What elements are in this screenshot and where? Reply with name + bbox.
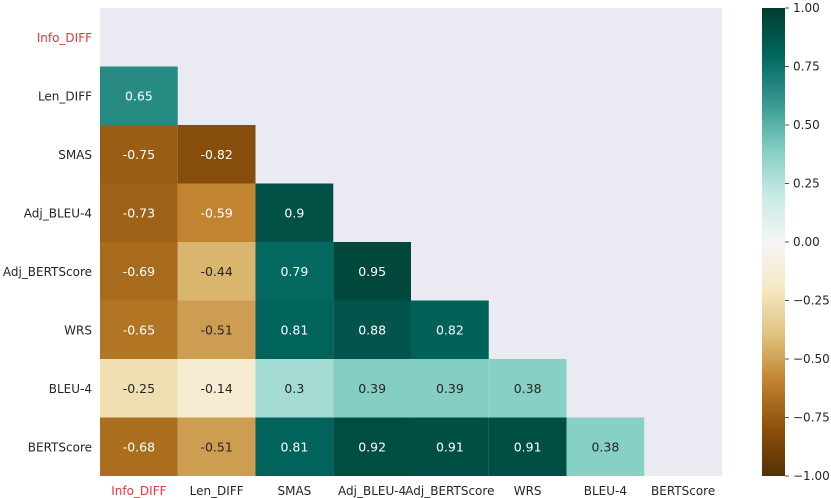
cell-value-label: -0.69 [123,264,155,279]
cell-value-label: 0.81 [280,322,308,337]
x-axis-tick-labels: Info_DIFF Len_DIFF SMAS Adj_BLEU-4 Adj_BERTS… [111,484,715,498]
cell-value-label: -0.44 [200,264,232,279]
heatmap-cell-bertscore-len-diff [177,417,256,476]
y-tick-label-bertscore: BERTScore [28,440,92,454]
y-tick-label-len-diff: Len_DIFF [38,89,92,103]
cell-value-label: -0.65 [123,322,155,337]
heatmap-cell-adj-bertscore-adj-bleu-4 [333,242,411,301]
heatmap-cell-bertscore-bleu-4 [566,417,645,476]
cell-value-label: 0.38 [514,381,542,396]
colorbar-tick-label: 0.25 [793,177,820,191]
colorbar-tick-label: 1.00 [793,1,820,15]
heatmap-cell-bleu-4-info-diff [100,359,178,418]
cell-value-label: 0.65 [125,88,153,103]
heatmap-cell-wrs-smas [255,300,334,359]
x-tick-label-len-diff: Len_DIFF [190,484,244,498]
cell-value-label: -0.14 [200,381,232,396]
colorbar-tick-label: −1.00 [793,469,830,483]
cell-value-label: 0.79 [280,264,308,279]
heatmap-cells [100,66,645,476]
heatmap-cell-bertscore-smas [255,417,334,476]
heatmap-cell-adj-bleu-4-info-diff [100,183,178,242]
cell-value-label: 0.95 [358,264,386,279]
x-tick-label-adj-bertscore: Adj_BERTScore [405,484,494,498]
y-tick-label-smas: SMAS [58,148,92,162]
heatmap-cell-bleu-4-len-diff [177,359,256,418]
cell-value-label: 0.81 [280,439,308,454]
heatmap-cell-len-diff-info-diff [100,66,178,125]
y-tick-label-bleu-4: BLEU-4 [49,382,92,396]
colorbar-ticks: 1.00 0.75 0.50 0.25 0.00 −0.25 −0.50 −0.75 −1.00 [785,1,830,483]
x-tick-label-wrs: WRS [514,484,542,498]
heatmap-cell-bertscore-info-diff [100,417,178,476]
y-tick-label-adj-bertscore: Adj_BERTScore [3,265,92,279]
cell-value-label: -0.75 [123,147,155,162]
cell-value-label: 0.92 [358,439,386,454]
x-tick-label-smas: SMAS [277,484,311,498]
cell-value-label: 0.9 [284,205,304,220]
heatmap-cell-smas-len-diff [177,125,256,184]
heatmap-cell-bertscore-wrs [488,417,567,476]
cell-value-label: 0.39 [358,381,386,396]
colorbar-tick-label: 0.75 [793,60,820,74]
colorbar-tick-label: −0.50 [793,352,830,366]
colorbar-tick-label: −0.25 [793,294,830,308]
cell-value-label: -0.82 [200,147,232,162]
heatmap-cell-smas-info-diff [100,125,178,184]
x-tick-label-bertscore: BERTScore [651,484,715,498]
heatmap-cell-wrs-len-diff [177,300,256,359]
heatmap-cell-bleu-4-wrs [488,359,567,418]
heatmap-cell-adj-bertscore-info-diff [100,242,178,301]
heatmap-cell-adj-bleu-4-smas [255,183,334,242]
y-tick-label-info-diff: Info_DIFF [37,31,92,45]
cell-value-label: -0.68 [123,439,155,454]
x-tick-label-adj-bleu-4: Adj_BLEU-4 [338,484,406,498]
y-tick-label-wrs: WRS [64,323,92,337]
cell-value-label: -0.25 [123,381,155,396]
cell-value-label: -0.51 [200,322,232,337]
cell-value-label: -0.73 [123,205,155,220]
cell-value-label: -0.59 [200,205,232,220]
x-tick-label-info-diff: Info_DIFF [111,484,166,498]
colorbar-tick-label: −0.75 [793,411,830,425]
cell-value-label: 0.3 [284,381,304,396]
colorbar-tick-label: 0.00 [793,235,820,249]
y-tick-label-adj-bleu-4: Adj_BLEU-4 [24,206,92,220]
x-tick-label-bleu-4: BLEU-4 [584,484,627,498]
heatmap-cell-wrs-info-diff [100,300,178,359]
cell-value-label: 0.38 [591,439,619,454]
y-axis-tick-labels: Info_DIFF Len_DIFF SMAS Adj_BLEU-4 Adj_BERTS… [3,31,92,455]
heatmap-cell-bleu-4-adj-bertscore [411,359,489,418]
colorbar-tick-label: 0.50 [793,118,820,132]
heatmap-annotations: 0.65 -0.75 -0.82 -0.73 -0.59 0.9 -0.69 -0.44 0.7… [123,88,620,454]
heatmap-cell-bleu-4-smas [255,359,334,418]
heatmap-cell-wrs-adj-bleu-4 [333,300,411,359]
colorbar [762,8,785,476]
cell-value-label: -0.51 [200,439,232,454]
heatmap-cell-bertscore-adj-bleu-4 [333,417,411,476]
cell-value-label: 0.39 [436,381,464,396]
cell-value-label: 0.91 [514,439,542,454]
heatmap-cell-adj-bertscore-len-diff [177,242,256,301]
heatmap-cell-bertscore-adj-bertscore [411,417,489,476]
cell-value-label: 0.82 [436,322,464,337]
heatmap-cell-wrs-adj-bertscore [411,300,489,359]
cell-value-label: 0.91 [436,439,464,454]
cell-value-label: 0.88 [358,322,386,337]
heatmap-cell-bleu-4-adj-bleu-4 [333,359,411,418]
heatmap-cell-adj-bertscore-smas [255,242,334,301]
heatmap-cell-adj-bleu-4-len-diff [177,183,256,242]
